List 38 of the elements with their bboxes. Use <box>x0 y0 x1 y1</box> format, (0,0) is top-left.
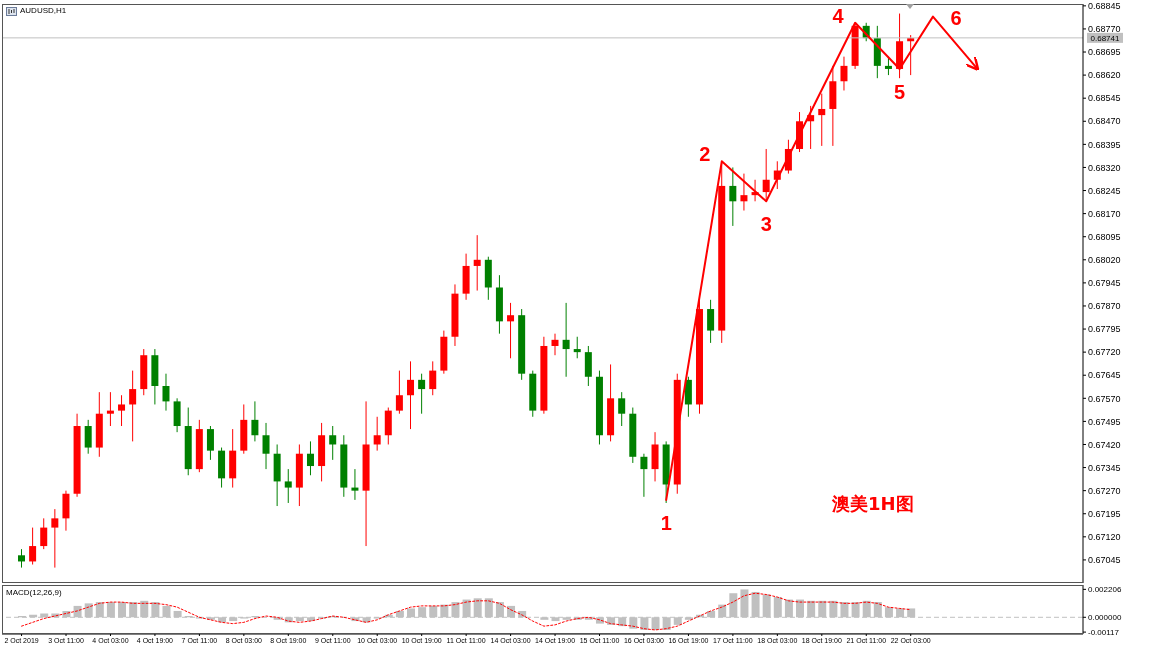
y-tick-label: 0.67795 <box>1088 324 1121 335</box>
annotation: 6 <box>950 6 962 29</box>
y-tick-label: 0.000000 <box>1088 613 1122 623</box>
annotation: 3 <box>760 213 772 236</box>
y-tick-label: -0.00117 <box>1088 627 1120 637</box>
y-tick-label: 0.67195 <box>1088 508 1121 519</box>
y-tick-label: 0.67570 <box>1088 393 1121 404</box>
y-tick-label: 0.68545 <box>1088 93 1121 104</box>
y-tick-label: 0.67420 <box>1088 439 1121 450</box>
y-tick-label: 0.68020 <box>1088 254 1121 265</box>
annotation: 2 <box>699 143 711 166</box>
y-tick-label: 0.67645 <box>1088 370 1121 381</box>
y-tick-label: 0.68170 <box>1088 208 1121 219</box>
annotation: 5 <box>894 80 906 103</box>
y-tick-label: 0.68320 <box>1088 162 1121 173</box>
y-tick-label: 0.67345 <box>1088 462 1121 473</box>
y-tick-label: 0.68620 <box>1088 70 1121 81</box>
y-tick-label: 0.68845 <box>1088 1 1121 12</box>
annotation: 4 <box>832 4 845 27</box>
chart-title: AUDUSD,H1 <box>20 6 67 16</box>
y-tick-label: 0.67945 <box>1088 278 1121 289</box>
y-tick-label: 0.67495 <box>1088 416 1121 427</box>
y-tick-label: 0.68470 <box>1088 116 1121 127</box>
y-tick-label: 0.68245 <box>1088 185 1121 196</box>
y-tick-label: 0.68095 <box>1088 231 1121 242</box>
ref-line-label: 0.68741 <box>1090 33 1121 43</box>
annotation: 澳美1H图 <box>832 493 914 515</box>
y-tick-label: 0.67870 <box>1088 301 1121 312</box>
y-tick-label: 0.002206 <box>1088 585 1122 595</box>
y-tick-label: 0.67720 <box>1088 347 1121 358</box>
y-tick-label: 0.67270 <box>1088 485 1121 496</box>
y-tick-label: 0.68695 <box>1088 47 1121 58</box>
annotation: 1 <box>660 511 672 534</box>
y-tick-label: 0.67120 <box>1088 532 1121 543</box>
chart-title: MACD(12,26,9) <box>6 588 62 598</box>
y-tick-label: 0.67045 <box>1088 555 1121 566</box>
y-tick-label: 0.68770 <box>1088 24 1121 35</box>
y-tick-label: 0.68395 <box>1088 139 1121 150</box>
